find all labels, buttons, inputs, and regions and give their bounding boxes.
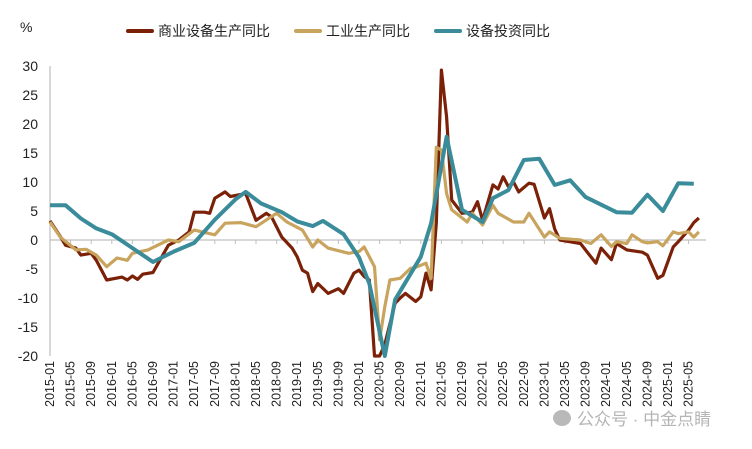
x-tick-label: 2018-05 <box>249 361 263 407</box>
x-tick-label: 2017-09 <box>208 361 222 407</box>
y-tick-label: 15 <box>22 145 38 161</box>
x-tick-label: 2018-09 <box>270 361 284 407</box>
x-tick-label: 2019-05 <box>311 361 325 407</box>
y-tick-label: -10 <box>18 290 38 306</box>
x-tick-label: 2022-05 <box>496 361 510 407</box>
x-tick-label: 2016-05 <box>125 361 139 407</box>
legend-item-equipment-investment: 设备投资同比 <box>434 21 550 41</box>
x-tick-label: 2019-01 <box>290 361 304 407</box>
watermark-text: 公众号 · 中金点睛 <box>577 410 712 429</box>
x-tick-label: 2021-05 <box>434 361 448 407</box>
y-tick-label: 25 <box>22 87 38 103</box>
x-tick-label: 2021-09 <box>455 361 469 407</box>
watermark: 公众号 · 中金点睛 <box>553 405 711 430</box>
x-tick-label: 2016-09 <box>146 361 160 407</box>
legend-label: 工业生产同比 <box>326 23 410 39</box>
x-tick-label: 2024-01 <box>599 361 613 407</box>
y-tick-label: 0 <box>30 232 38 248</box>
legend-swatch <box>434 29 462 33</box>
x-tick-label: 2020-01 <box>352 361 366 407</box>
x-tick-label: 2020-09 <box>393 361 407 407</box>
series-industrial-production-line <box>48 145 701 342</box>
legend-swatch <box>294 29 322 33</box>
y-axis-unit-label: % <box>20 19 33 35</box>
y-tick-label: -15 <box>18 319 38 335</box>
x-tick-label: 2018-01 <box>228 361 242 407</box>
legend-swatch <box>126 29 154 33</box>
x-tick-label: 2015-01 <box>43 361 57 407</box>
x-tick-label: 2024-09 <box>640 361 654 407</box>
y-tick-label: 10 <box>22 174 38 190</box>
wechat-icon <box>553 409 571 426</box>
x-tick-label: 2015-05 <box>64 361 78 407</box>
x-tick-label: 2020-05 <box>373 361 387 407</box>
x-tick-label: 2017-01 <box>167 361 181 407</box>
x-tick-label: 2017-05 <box>187 361 201 407</box>
x-tick-label: 2022-09 <box>517 361 531 407</box>
x-tick-label: 2025-05 <box>682 361 696 407</box>
x-tick-label: 2015-09 <box>84 361 98 407</box>
legend: 商业设备生产同比 工业生产同比 设备投资同比 <box>126 21 550 41</box>
legend-label: 商业设备生产同比 <box>158 23 270 39</box>
x-tick-label: 2023-05 <box>558 361 572 407</box>
x-tick-label: 2022-01 <box>476 361 490 407</box>
legend-item-commercial-equipment: 商业设备生产同比 <box>126 21 270 41</box>
legend-item-industrial-production: 工业生产同比 <box>294 21 410 41</box>
series-equipment-investment-line <box>50 134 694 358</box>
y-tick-label: 5 <box>30 203 38 219</box>
x-tick-label: 2024-05 <box>620 361 634 407</box>
y-tick-label: 30 <box>22 58 38 74</box>
x-tick-label: 2023-09 <box>579 361 593 407</box>
y-tick-label: 20 <box>22 116 38 132</box>
x-tick-label: 2016-01 <box>105 361 119 407</box>
x-tick-label: 2025-01 <box>661 361 675 407</box>
x-tick-label: 2021-01 <box>414 361 428 407</box>
y-tick-label: -20 <box>18 348 38 364</box>
x-tick-label: 2019-09 <box>331 361 345 407</box>
x-tick-label: 2023-01 <box>537 361 551 407</box>
y-tick-label: -5 <box>26 261 39 277</box>
legend-label: 设备投资同比 <box>466 23 550 39</box>
